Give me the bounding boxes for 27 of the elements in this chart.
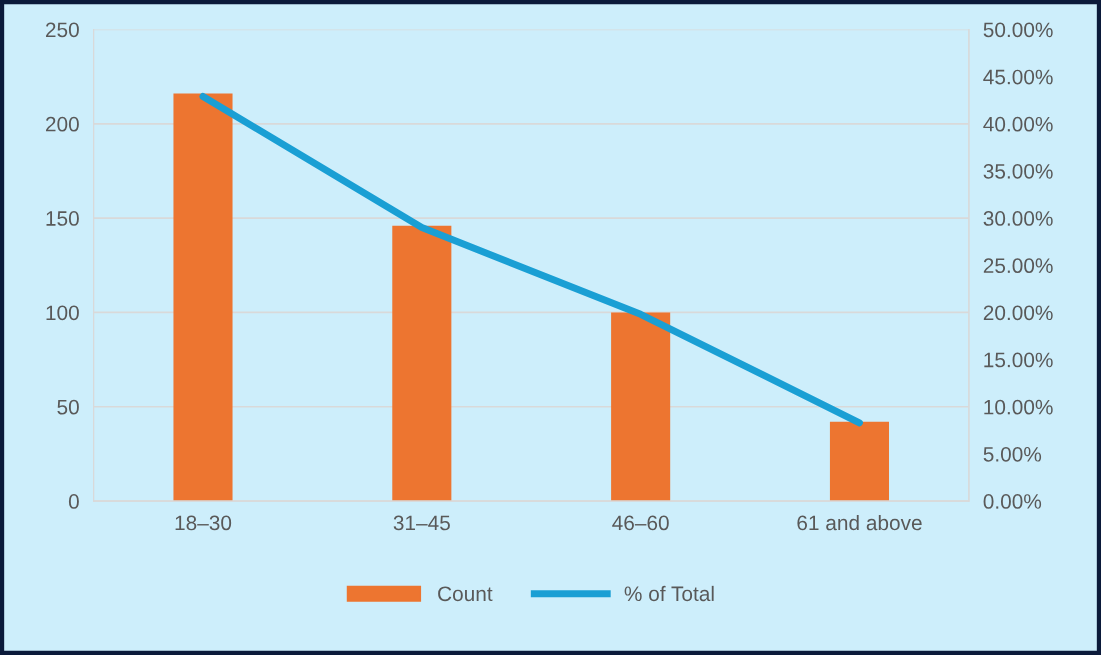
y-tick-label: 50 xyxy=(57,399,79,415)
y-tick-label: 150 xyxy=(46,211,79,226)
y2-tick-label: 35.00% xyxy=(983,163,1053,179)
y-tick-label: 0 xyxy=(68,494,79,509)
legend-label: % of Total xyxy=(624,585,714,602)
y2-tick-label: 30.00% xyxy=(983,211,1053,226)
bar xyxy=(173,93,233,502)
x-tick-label: 61 and above xyxy=(797,514,922,531)
x-tick-label: 46–60 xyxy=(612,515,669,531)
y2-tick-label: 50.00% xyxy=(983,22,1053,38)
bar xyxy=(829,421,890,502)
x-tick-label: 31–45 xyxy=(393,515,450,531)
y2-tick-label: 5.00% xyxy=(983,446,1042,462)
y-tick-label: 250 xyxy=(45,22,79,38)
bar xyxy=(392,225,452,502)
y2-tick-label: 45.00% xyxy=(983,69,1053,85)
y2-tick-label: 25.00% xyxy=(983,258,1053,274)
bar xyxy=(611,312,671,502)
y2-tick-label: 15.00% xyxy=(984,352,1053,368)
y2-tick-label: 10.00% xyxy=(984,399,1053,415)
legend-label: Count xyxy=(438,586,493,602)
y2-tick-label: 20.00% xyxy=(983,305,1053,321)
y2-tick-label: 40.00% xyxy=(983,116,1053,132)
y-tick-label: 200 xyxy=(45,116,79,132)
y2-tick-label: 0.00% xyxy=(983,494,1042,509)
x-tick-label: 18–30 xyxy=(175,515,232,531)
y-tick-label: 100 xyxy=(46,305,79,321)
